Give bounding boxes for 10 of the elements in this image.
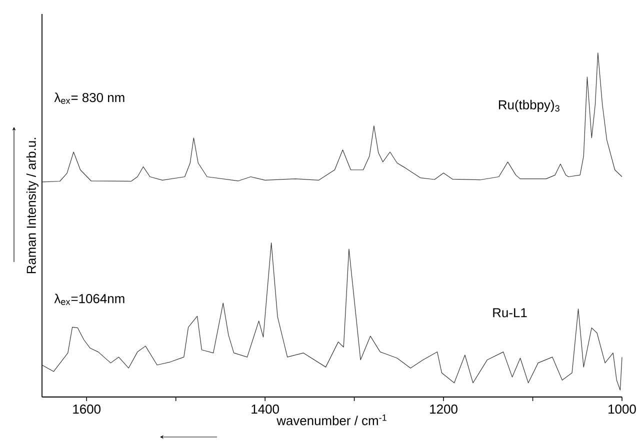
annotation: λ$_{ex}$= 830 nm	[54, 92, 124, 104]
text: Ru(tbbpy)$_{3}$	[498, 100, 560, 112]
annotation: λ$_{ex}$=1064nm	[54, 294, 124, 305]
x-tick-label: 1200	[430, 404, 458, 414]
text: Ru-L1	[493, 308, 527, 318]
x-axis-title: wavenumber / cm$^{-1}$	[276, 414, 386, 426]
x-tick-label: 1400	[252, 404, 279, 414]
y-axis-title: Raman Intensity / arb.u.	[26, 138, 38, 274]
x-tick-label: 1000	[608, 404, 636, 414]
x-tick-label: 1600	[73, 404, 101, 414]
